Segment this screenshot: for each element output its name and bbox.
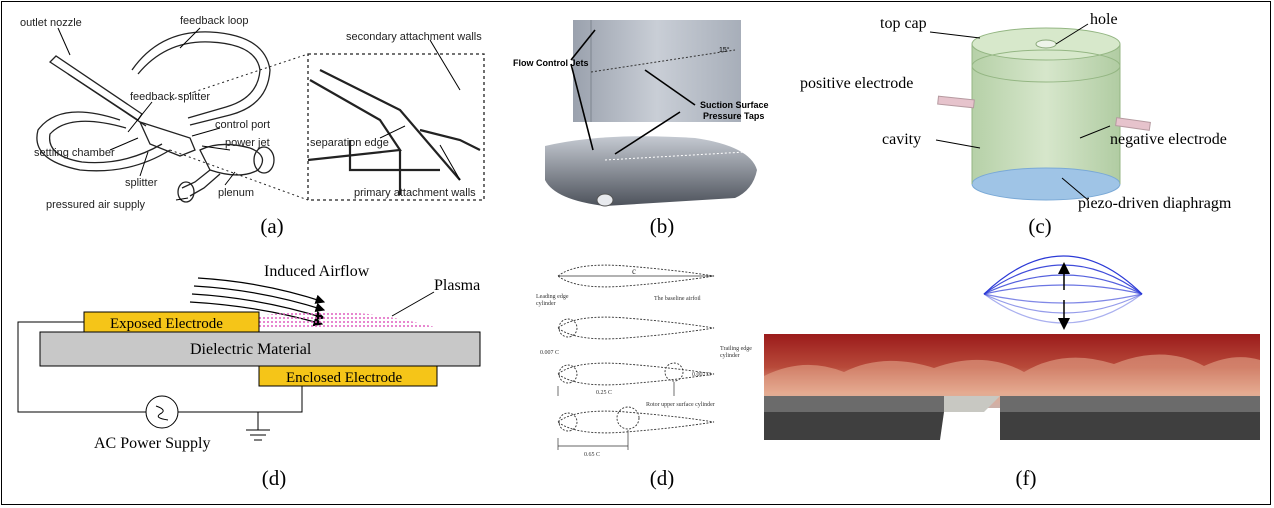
- label-splitter: splitter: [125, 177, 158, 189]
- label-secondary-attachment-walls: secondary attachment walls: [346, 31, 482, 43]
- label-positive-electrode: positive electrode: [800, 75, 913, 92]
- label-trailing-edge: Trailing edge: [720, 346, 752, 352]
- enclosed-electrode: [258, 365, 438, 387]
- label-plasma: Plasma: [434, 277, 480, 294]
- label-hole: hole: [1090, 11, 1118, 28]
- label-leading-edge: Leading edge: [536, 294, 569, 300]
- panel-d-airfoil-cylinders: c Leading edge cylinder The baseline air…: [536, 254, 766, 464]
- membrane-waveforms: [983, 255, 1143, 324]
- panel-b-flow-control-jets: Flow Control Jets Suction Surface Pressu…: [513, 20, 769, 212]
- label-feedback-splitter: feedback splitter: [130, 91, 210, 103]
- label-top-cap: top cap: [880, 15, 927, 32]
- synthetic-jet-diagram: top cap hole positive electrode negative…: [800, 11, 1232, 212]
- label-diaphragm: piezo-driven diaphragm: [1078, 195, 1232, 212]
- dielectric-material: [39, 331, 481, 367]
- caption-d2: (d): [649, 466, 675, 490]
- plasma-actuator-diagram: Induced Airflow Plasma Exposed Electrode…: [17, 263, 481, 452]
- panel-f-flow-simulation: [764, 255, 1260, 456]
- left-wall: [764, 412, 944, 440]
- airfoil-rotor-cylinder: [557, 410, 715, 434]
- label-dim-1: 0.007 C: [540, 350, 559, 356]
- negative-electrode-tab: [1115, 117, 1151, 131]
- label-feedback-loop: feedback loop: [180, 15, 249, 27]
- panel-c-synthetic-jet: top cap hole positive electrode negative…: [800, 8, 1250, 218]
- label-trailing-cylinder: cylinder: [720, 353, 740, 359]
- label-control-port: control port: [215, 119, 270, 131]
- label-primary-attachment-walls: primary attachment walls: [354, 187, 476, 199]
- caption-a: (a): [260, 214, 284, 238]
- fluidic-oscillator-diagram: outlet nozzle feedback loop feedback spl…: [20, 15, 485, 211]
- ac-source-symbol: [145, 395, 179, 429]
- label-rotor: Rotor upper surface cylinder: [646, 401, 715, 408]
- label-suction-surface-2: Pressure Taps: [703, 111, 764, 121]
- label-power-jet: power jet: [225, 137, 270, 149]
- label-baseline: The baseline airfoil: [654, 295, 701, 302]
- label-enclosed-electrode: Enclosed Electrode: [286, 370, 403, 386]
- jets-wing-diagram: Flow Control Jets Suction Surface Pressu…: [513, 20, 769, 207]
- airfoil-cylinders-diagram: c Leading edge cylinder The baseline air…: [536, 264, 752, 458]
- label-dim-3: 0.25 C: [596, 390, 612, 396]
- label-cavity: cavity: [882, 131, 921, 148]
- label-pressured-air-supply: pressured air supply: [46, 199, 146, 211]
- caption-c: (c): [1028, 214, 1052, 238]
- airfoil-leading-cylinder: [557, 316, 715, 340]
- caption-f: (f): [1015, 466, 1037, 490]
- caption-b: (b): [649, 214, 675, 238]
- label-settling-chamber: settling chamber: [34, 147, 115, 159]
- label-dielectric-material: Dielectric Material: [190, 341, 312, 358]
- label-separation-edge: separation edge: [310, 137, 389, 149]
- label-suction-surface-1: Suction Surface: [700, 100, 769, 110]
- label-plenum: plenum: [218, 187, 254, 199]
- airfoil-two-cylinders: [557, 362, 715, 386]
- label-leading-cylinder: cylinder: [536, 301, 556, 307]
- right-wall: [1000, 412, 1260, 440]
- label-chord-c: c: [632, 266, 636, 276]
- label-dim-2: 0.007 C: [692, 372, 711, 378]
- caption-d1: (d): [261, 466, 287, 490]
- panel-d-plasma-actuator: Induced Airflow Plasma Exposed Electrode…: [14, 252, 504, 452]
- label-flow-control-jets: Flow Control Jets: [513, 58, 589, 68]
- label-dim-4: 0.65 C: [584, 452, 600, 458]
- flow-simulation-diagram: [764, 255, 1260, 440]
- cavity-body: [972, 44, 1120, 184]
- panel-a-fluidic-oscillator: outlet nozzle feedback loop feedback spl…: [20, 10, 490, 211]
- label-negative-electrode: negative electrode: [1110, 131, 1227, 148]
- plasma-region: [259, 311, 439, 328]
- label-induced-airflow: Induced Airflow: [264, 263, 370, 280]
- label-ac-power-supply: AC Power Supply: [94, 435, 210, 452]
- airfoil-section: [545, 136, 757, 206]
- slot-orifice: [944, 396, 1000, 412]
- wing-plate: [573, 20, 741, 122]
- label-angle: 15°: [719, 46, 730, 54]
- label-outlet-nozzle: outlet nozzle: [20, 17, 82, 29]
- positive-electrode-tab: [937, 95, 975, 109]
- label-exposed-electrode: Exposed Electrode: [110, 316, 223, 332]
